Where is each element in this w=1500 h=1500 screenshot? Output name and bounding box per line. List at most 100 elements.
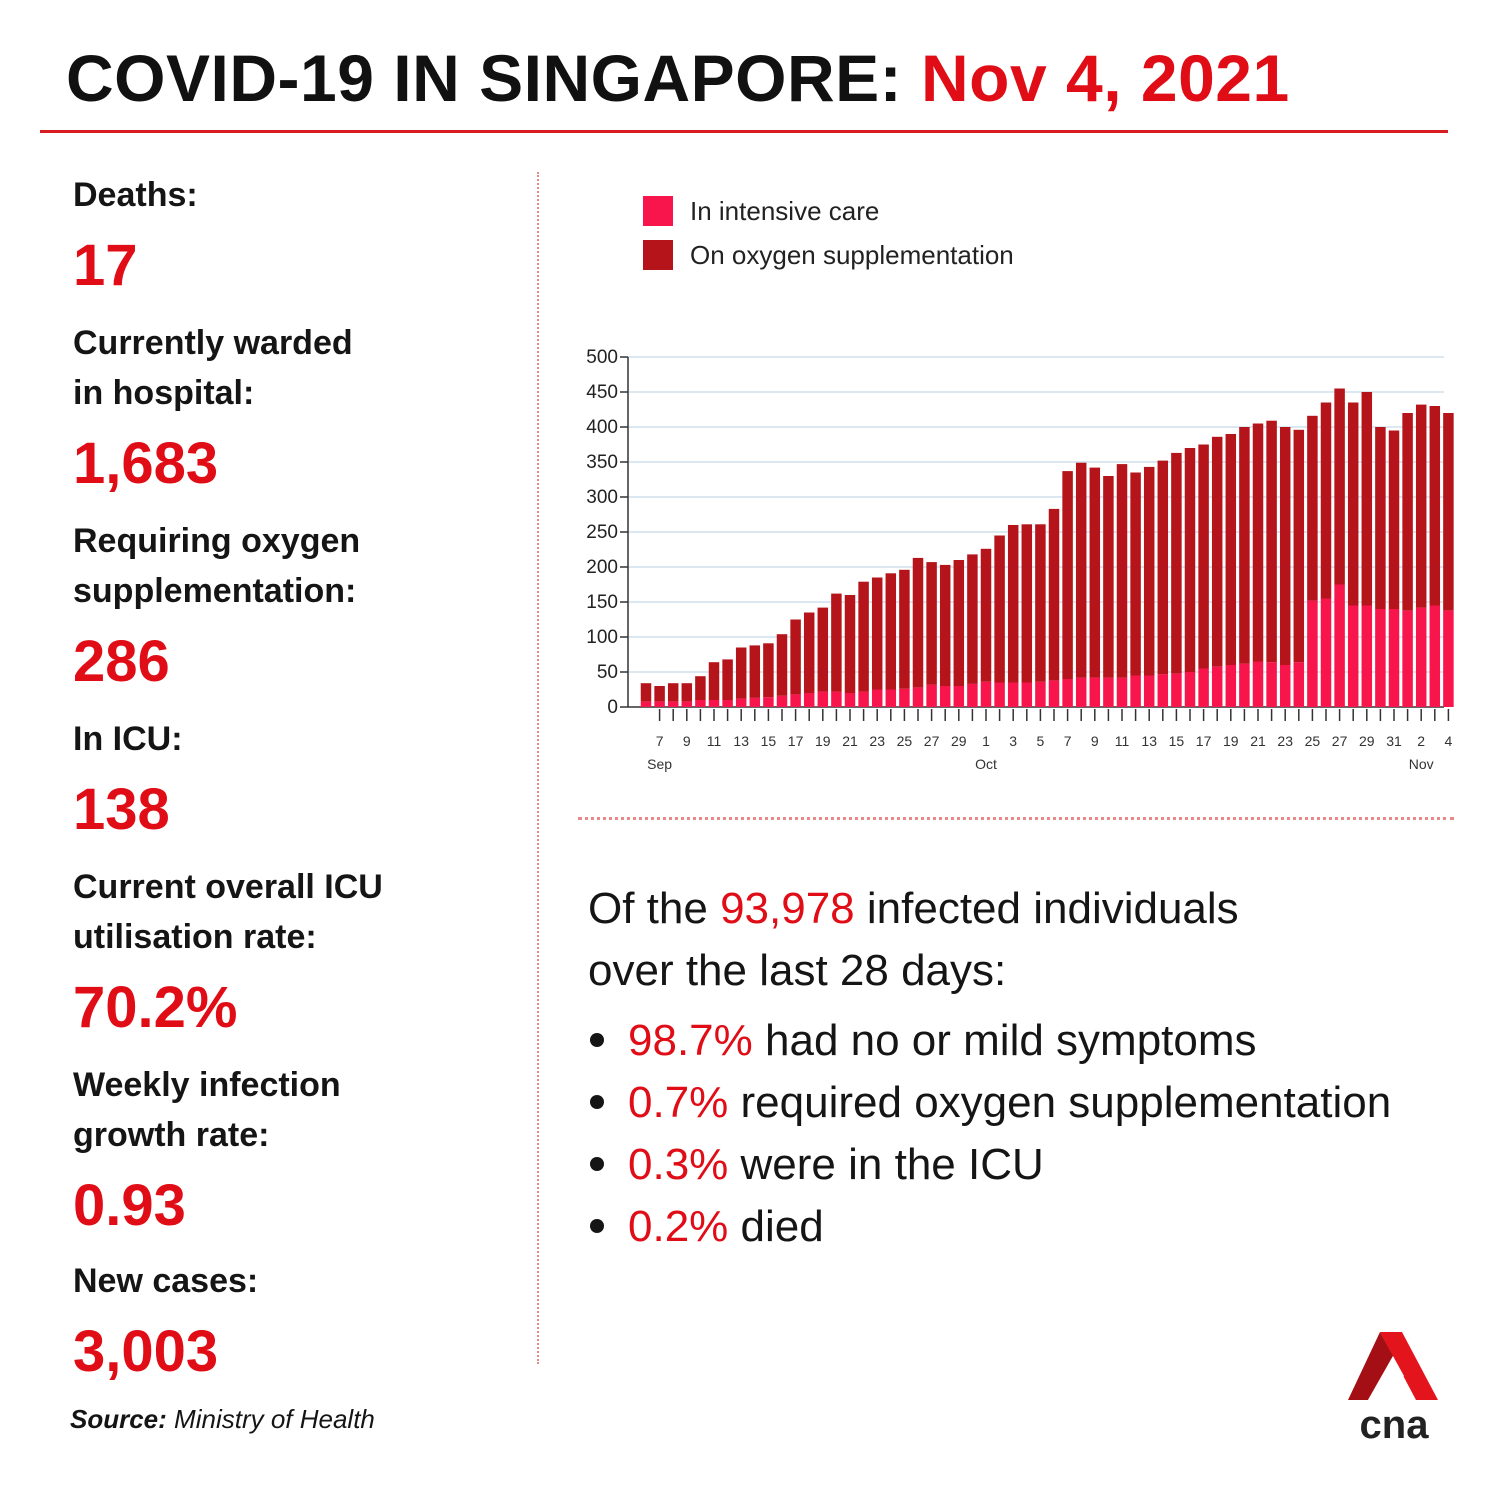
bullet-item: 0.7% required oxygen supplementation [588,1072,1391,1134]
x-tick-label: 7 [656,733,664,749]
bar-icu [1334,584,1345,707]
bar-oxygen [1347,402,1359,606]
bullet-pct: 0.3% [628,1140,729,1189]
bar-oxygen [735,647,747,699]
bar-icu [1184,672,1196,707]
x-tick-label: 13 [733,733,749,749]
bar-oxygen [695,676,706,700]
bar-icu [654,701,665,707]
bar-icu [1198,668,1209,707]
bar-oxygen [1116,464,1128,678]
stat-value: 70.2% [73,975,238,1040]
x-tick-label: 17 [1196,733,1212,749]
x-tick-label: 4 [1445,733,1453,749]
summary-text: Of the 93,978 infected individuals over … [588,878,1239,1002]
x-tick-label: 7 [1064,733,1072,749]
bullet-item: 98.7% had no or mild symptoms [588,1010,1391,1072]
x-tick-label: 15 [761,733,777,749]
bar-icu [640,701,652,707]
stat-label-line: In ICU: [73,720,183,758]
bar-oxygen [1402,413,1413,611]
stat-label-line: in hospital: [73,374,255,412]
stat-value: 0.93 [73,1173,186,1238]
bar-icu [1239,663,1250,707]
stat-label-line: Weekly infection [73,1066,341,1104]
bar-icu [980,681,992,707]
x-tick-label: 25 [897,733,913,749]
bar-oxygen [912,557,924,688]
bar-icu [1443,610,1454,707]
y-tick-label: 50 [597,662,618,683]
bar-icu [899,688,910,707]
bar-icu [926,684,937,707]
x-tick-label: 23 [869,733,885,749]
y-tick-label: 450 [586,382,618,403]
bar-icu [1103,677,1114,707]
bar-oxygen [1157,460,1169,675]
stat-label: Current overall ICU utilisation rate: [73,862,383,962]
bar-icu [1211,666,1223,707]
y-tick-label: 300 [586,487,618,508]
bar-icu [1320,598,1332,707]
bar-icu [681,701,693,707]
bar-oxygen [1225,434,1237,665]
bar-oxygen [1375,427,1386,609]
bar-icu [790,694,801,707]
bar-oxygen [953,560,965,686]
bar-oxygen [776,634,788,696]
x-tick-label: 3 [1009,733,1017,749]
y-tick-label: 100 [586,627,618,648]
bar-icu [831,691,842,707]
summary-number: 93,978 [720,884,855,933]
bar-icu [1347,605,1359,707]
x-tick-label: 15 [1169,733,1185,749]
legend-swatch [643,196,673,226]
bar-icu [1429,605,1441,707]
bullet-item: 0.2% died [588,1196,1391,1258]
stat-label: Currently warded in hospital: [73,318,353,418]
bar-oxygen [1307,415,1318,601]
bar-icu [1307,600,1318,707]
stat-label-line: Deaths: [73,176,198,214]
bar-oxygen [1388,430,1400,609]
x-tick-label: 5 [1037,733,1045,749]
legend-swatch [643,240,673,270]
y-tick-label: 500 [586,347,618,368]
x-tick-label: 27 [924,733,940,749]
x-tick-label: 11 [1115,733,1130,749]
x-tick-label: 23 [1277,733,1293,749]
bar-oxygen [1062,471,1073,679]
stat-label: Weekly infection growth rate: [73,1060,341,1160]
month-label: Sep [647,756,672,772]
stat-label-line: growth rate: [73,1116,270,1154]
bar-oxygen [708,662,720,700]
bar-icu [1048,680,1060,707]
bar-icu [1375,609,1386,707]
bar-oxygen [939,564,951,686]
bullet-text: were in the ICU [740,1140,1044,1189]
x-tick-label: 9 [683,733,691,749]
summary-pre: Of the [588,884,708,933]
x-tick-label: 19 [815,733,831,749]
bar-oxygen [1279,427,1291,665]
bar-oxygen [1293,429,1305,663]
bullet-pct: 0.7% [628,1078,729,1127]
stat-label: Deaths: [73,170,198,220]
bar-oxygen [654,686,665,702]
bar-icu [803,693,815,707]
x-tick-label: 2 [1417,733,1425,749]
month-label: Oct [975,756,997,772]
bar-icu [1266,662,1277,707]
bar-oxygen [1075,462,1087,678]
bar-icu [1035,681,1046,707]
bar-oxygen [858,581,869,692]
bar-icu [1143,675,1155,707]
bar-icu [1130,675,1141,707]
source-label: Source: [70,1404,167,1434]
x-tick-label: 29 [951,733,967,749]
bar-oxygen [980,548,992,682]
x-tick-label: 27 [1332,733,1348,749]
stat-label: Requiring oxygen supplementation: [73,516,360,616]
page-title: COVID-19 IN SINGAPORE: Nov 4, 2021 [66,40,1290,116]
hospitalisation-chart: In intensive care On oxygen supplementati… [586,196,1454,772]
